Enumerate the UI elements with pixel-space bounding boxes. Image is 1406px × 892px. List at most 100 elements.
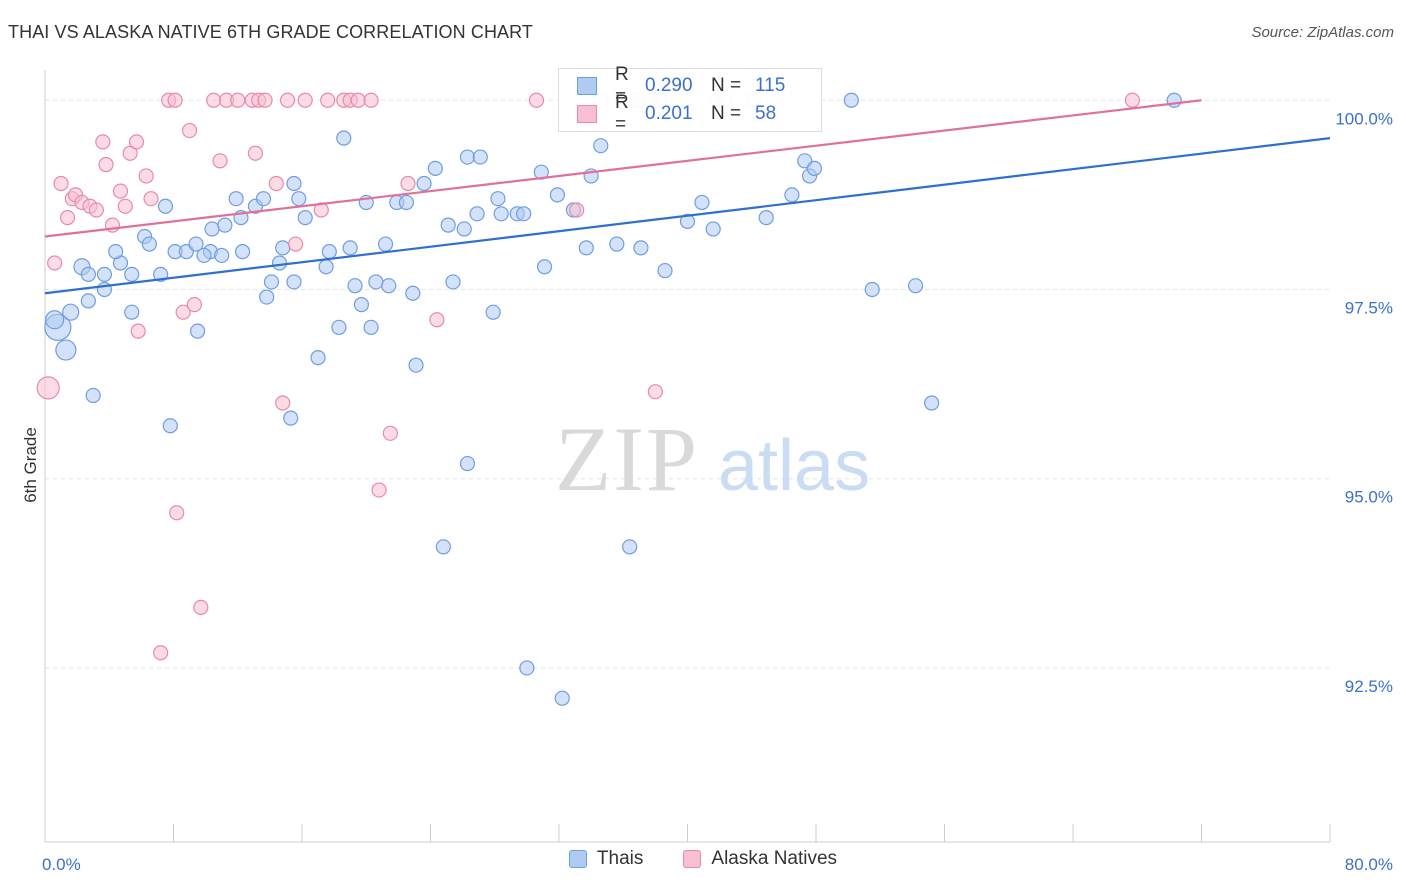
data-point	[400, 175, 416, 192]
data-point	[189, 323, 206, 339]
data-point	[843, 92, 859, 108]
data-point	[320, 92, 336, 108]
data-point	[456, 221, 472, 237]
data-point	[130, 323, 146, 339]
stats-row-alaska-natives: R = 0.201 N = 58	[577, 92, 777, 135]
stats-n-label: N =	[711, 103, 742, 124]
data-point	[283, 410, 299, 426]
data-point	[784, 187, 800, 203]
data-point	[459, 149, 476, 165]
data-point	[204, 221, 220, 237]
y-tick-label: 97.5%	[1345, 298, 1393, 317]
stats-row-thais: R = 0.290 N = 115	[577, 64, 786, 107]
data-point	[247, 145, 264, 161]
data-point	[472, 149, 488, 165]
data-point	[255, 191, 272, 207]
data-point	[679, 213, 696, 229]
data-point	[287, 236, 304, 252]
stats-r-label: R =	[615, 92, 629, 135]
data-point	[268, 175, 284, 192]
data-point	[206, 92, 222, 108]
data-point	[336, 130, 352, 146]
legend-swatch-alaska-natives	[683, 850, 702, 868]
data-point	[321, 244, 337, 260]
x-tick-label: 0.0%	[42, 855, 81, 874]
data-point	[196, 247, 212, 264]
data-point	[353, 297, 370, 313]
data-point	[96, 266, 113, 282]
y-tick-label: 100.0%	[1335, 109, 1393, 128]
data-point	[230, 92, 246, 108]
data-point	[193, 599, 209, 615]
data-point	[85, 387, 101, 404]
data-point	[528, 92, 545, 108]
data-point	[297, 92, 313, 108]
data-point	[429, 312, 445, 328]
data-point	[469, 206, 485, 222]
stats-n-value: 58	[755, 103, 777, 124]
data-point	[363, 92, 379, 108]
data-point	[181, 122, 198, 139]
legend-item-thais[interactable]: Thais	[568, 848, 643, 870]
data-point	[297, 209, 313, 226]
chart-legend: Thais Alaska Natives	[0, 848, 1406, 870]
y-tick-label: 95.0%	[1345, 488, 1393, 507]
data-point	[318, 259, 334, 275]
stats-r-label: R =	[615, 64, 629, 107]
data-point	[368, 274, 384, 290]
data-point	[143, 191, 159, 207]
data-point	[578, 240, 594, 256]
data-point	[758, 209, 774, 226]
data-point	[186, 297, 202, 313]
data-point	[382, 425, 398, 441]
data-point	[95, 134, 111, 150]
watermark-zip: ZIP	[555, 408, 699, 510]
data-point	[1124, 92, 1141, 108]
data-point	[80, 293, 96, 309]
data-point	[342, 240, 358, 256]
data-point	[55, 339, 77, 361]
data-point	[622, 539, 638, 555]
data-point	[214, 247, 230, 264]
data-point	[435, 539, 451, 555]
data-point	[228, 191, 244, 207]
stats-n-label: N =	[711, 75, 742, 96]
data-point	[153, 645, 169, 661]
legend-swatch-thais	[568, 850, 587, 868]
legend-item-alaska-natives[interactable]: Alaska Natives	[683, 848, 837, 870]
data-point	[657, 262, 673, 279]
data-point	[633, 240, 649, 256]
data-point	[286, 175, 302, 192]
data-point	[124, 304, 140, 320]
data-point	[427, 160, 443, 176]
data-point	[907, 278, 924, 294]
y-axis-label: 6th Grade	[21, 427, 40, 503]
stats-r-value: 0.290	[645, 75, 693, 96]
data-point	[271, 255, 288, 271]
data-point	[45, 310, 65, 330]
data-point	[381, 278, 397, 294]
data-point	[141, 236, 158, 252]
data-point	[212, 153, 228, 169]
stats-n-value: 115	[755, 75, 786, 96]
data-point	[138, 168, 154, 184]
data-point	[275, 240, 291, 256]
data-point	[88, 202, 105, 218]
data-point	[310, 350, 326, 366]
data-point	[112, 183, 129, 199]
data-point	[363, 319, 379, 335]
data-point	[234, 244, 251, 260]
data-point	[440, 217, 456, 233]
data-point	[167, 92, 183, 108]
watermark-atlas: atlas	[718, 426, 870, 506]
data-point	[516, 206, 532, 222]
data-point	[493, 206, 509, 222]
data-point	[122, 145, 138, 161]
data-point	[53, 175, 69, 192]
data-point	[257, 92, 273, 108]
data-point	[459, 455, 476, 472]
data-point	[331, 319, 347, 335]
data-point	[36, 376, 60, 400]
stats-r-value: 0.201	[645, 103, 693, 124]
